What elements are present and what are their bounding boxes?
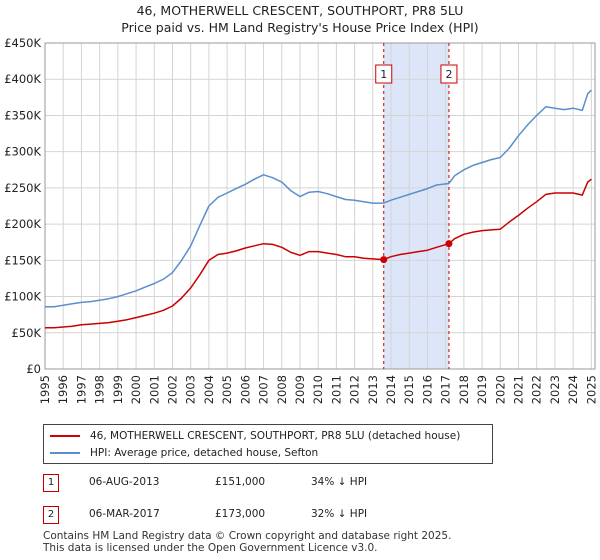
hpi-line bbox=[45, 89, 592, 308]
y-tick-label: £50K bbox=[12, 326, 42, 340]
price-chart: £0 £50K £100K £150K £200K £250K £300K £350K £400… bbox=[4, 36, 598, 404]
legend: 46, MOTHERWELL CRESCENT, SOUTHPORT, PR8 … bbox=[43, 424, 493, 464]
x-tick-label: 2021 bbox=[512, 375, 526, 404]
y-tick-label: £100K bbox=[4, 290, 41, 304]
x-tick-label: 2005 bbox=[220, 375, 234, 404]
y-tick-label: £400K bbox=[4, 72, 41, 86]
transaction-label-box bbox=[375, 64, 393, 84]
legend-hpi-label: HPI: Average price, detached house, Seft… bbox=[90, 447, 319, 459]
x-tick-label: 2013 bbox=[366, 375, 380, 404]
transaction-point bbox=[380, 256, 388, 264]
transaction-label-box bbox=[440, 64, 458, 84]
x-tick-label: 2006 bbox=[238, 375, 252, 404]
legend-item-price: 46, MOTHERWELL CRESCENT, SOUTHPORT, PR8 … bbox=[50, 428, 460, 444]
x-tick-label: 2018 bbox=[457, 375, 471, 404]
y-tick-label: £150K bbox=[4, 253, 41, 267]
footer-copyright: Contains HM Land Registry data © Crown c… bbox=[43, 530, 452, 542]
x-tick-label: 2022 bbox=[530, 375, 544, 404]
x-tick-label: 2002 bbox=[165, 375, 179, 404]
x-tick-label: 2001 bbox=[147, 375, 161, 404]
transaction-hpi-diff: 34% ↓ HPI bbox=[311, 476, 368, 488]
x-tick-label: 1999 bbox=[111, 375, 125, 404]
x-tick-label: 2008 bbox=[275, 375, 289, 404]
transaction-hpi-diff: 32% ↓ HPI bbox=[311, 508, 368, 520]
x-tick-label: 2019 bbox=[475, 375, 489, 404]
x-tick-label: 2023 bbox=[548, 375, 562, 404]
transaction-label: 2 bbox=[445, 68, 452, 81]
y-tick-label: £350K bbox=[4, 108, 41, 122]
x-tick-label: 2012 bbox=[348, 375, 362, 404]
y-tick-label: £250K bbox=[4, 181, 41, 195]
transaction-date: 06-MAR-2017 bbox=[89, 508, 160, 520]
x-tick-label: 2004 bbox=[202, 375, 216, 404]
y-tick-label: £200K bbox=[4, 217, 41, 231]
transaction-badge: 2 bbox=[43, 506, 59, 524]
x-tick-label: 1995 bbox=[38, 375, 52, 404]
transaction-price: £173,000 bbox=[215, 508, 266, 520]
x-tick-label: 2007 bbox=[257, 375, 271, 404]
plot-area bbox=[45, 43, 595, 369]
chart-title: 46, MOTHERWELL CRESCENT, SOUTHPORT, PR8 … bbox=[136, 3, 464, 18]
legend-item-hpi: HPI: Average price, detached house, Seft… bbox=[50, 445, 318, 461]
x-tick-label: 2020 bbox=[493, 375, 507, 404]
legend-price-swatch bbox=[50, 435, 80, 437]
transaction-point bbox=[445, 240, 453, 248]
legend-price-label: 46, MOTHERWELL CRESCENT, SOUTHPORT, PR8 … bbox=[90, 430, 461, 442]
transaction-badge: 1 bbox=[43, 474, 59, 492]
y-tick-label: £450K bbox=[4, 36, 41, 50]
x-tick-label: 2017 bbox=[439, 375, 453, 404]
highlight-band bbox=[383, 43, 449, 369]
x-tick-label: 2014 bbox=[384, 375, 398, 404]
x-tick-label: 1996 bbox=[56, 375, 70, 404]
x-tick-label: 2000 bbox=[129, 375, 143, 404]
chart-subtitle: Price paid vs. HM Land Registry's House … bbox=[121, 20, 479, 35]
footer-license: This data is licensed under the Open Gov… bbox=[43, 542, 378, 554]
x-tick-label: 1998 bbox=[93, 375, 107, 404]
x-tick-label: 2016 bbox=[420, 375, 434, 404]
legend-hpi-swatch bbox=[50, 452, 80, 454]
transaction-label: 1 bbox=[380, 68, 387, 81]
transaction-price: £151,000 bbox=[215, 476, 266, 488]
footer: Contains HM Land Registry data © Crown c… bbox=[43, 530, 451, 554]
price-paid-line bbox=[45, 178, 592, 329]
x-tick-label: 2011 bbox=[329, 375, 343, 404]
x-tick-label: 2024 bbox=[566, 375, 580, 404]
y-tick-label: £0 bbox=[26, 362, 41, 376]
x-tick-label: 2003 bbox=[184, 375, 198, 404]
plot-border bbox=[44, 42, 596, 370]
transaction-date: 06-AUG-2013 bbox=[89, 476, 160, 488]
y-tick-label: £300K bbox=[4, 145, 41, 159]
x-tick-label: 2015 bbox=[402, 375, 416, 404]
x-tick-label: 2010 bbox=[311, 375, 325, 404]
x-tick-label: 2009 bbox=[293, 375, 307, 404]
x-tick-label: 2025 bbox=[584, 375, 598, 404]
x-tick-label: 1997 bbox=[74, 375, 88, 404]
